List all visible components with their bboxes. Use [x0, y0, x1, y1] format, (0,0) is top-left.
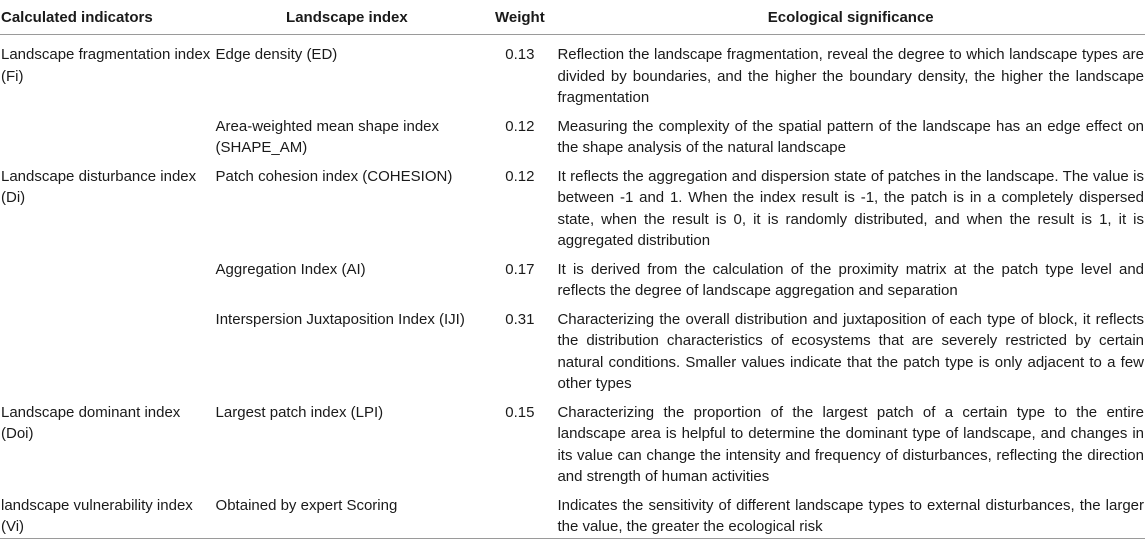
significance-cell: It is derived from the calculation of th…	[557, 260, 1144, 300]
weight-cell: 0.31	[505, 310, 535, 328]
table-header-row: Calculated indicators Landscape index We…	[0, 0, 1145, 35]
table-bottom-rule	[0, 537, 1145, 539]
index-cell: Area-weighted mean shape index (SHAPE_AM…	[215, 117, 440, 157]
significance-cell: Characterizing the overall distribution …	[557, 310, 1144, 393]
weight-cell: 0.12	[505, 167, 535, 185]
weight-cell: 0.17	[505, 260, 535, 278]
indicator-cell	[0, 252, 212, 302]
table-row: Area-weighted mean shape index (SHAPE_AM…	[0, 109, 1145, 159]
index-cell: Obtained by expert Scoring	[215, 496, 398, 514]
weight-cell	[482, 488, 557, 538]
significance-cell: Indicates the sensitivity of different l…	[557, 496, 1144, 536]
header-calculated-indicators: Calculated indicators	[0, 0, 212, 35]
table-row: Landscape fragmentation index (Fi) Edge …	[0, 35, 1145, 109]
header-ecological-significance: Ecological significance	[557, 0, 1145, 35]
indicator-cell	[0, 302, 212, 395]
index-cell: Edge density (ED)	[215, 46, 338, 63]
indicator-cell: Landscape dominant index (Doi)	[1, 403, 181, 443]
indicator-cell	[0, 109, 212, 159]
index-cell: Largest patch index (LPI)	[215, 403, 384, 421]
index-cell: Interspersion Juxtaposition Index (IJI)	[215, 310, 465, 328]
significance-cell: Measuring the complexity of the spatial …	[557, 117, 1144, 157]
table-row: Aggregation Index (AI) 0.17 It is derive…	[0, 252, 1145, 302]
indicator-cell: Landscape disturbance index (Di)	[1, 167, 197, 207]
index-cell: Patch cohesion index (COHESION)	[215, 167, 453, 185]
weight-cell: 0.12	[505, 117, 535, 135]
header-weight: Weight	[482, 0, 558, 35]
table-row: landscape vulnerability index (Vi) Obtai…	[0, 488, 1145, 538]
indicator-cell: landscape vulnerability index (Vi)	[1, 496, 193, 536]
significance-cell: Reflection the landscape fragmentation, …	[557, 46, 1144, 106]
table-row: Interspersion Juxtaposition Index (IJI) …	[0, 302, 1145, 395]
header-landscape-index: Landscape index	[211, 0, 483, 35]
table-row: Landscape disturbance index (Di) Patch c…	[0, 159, 1145, 252]
significance-cell: It reflects the aggregation and dispersi…	[557, 167, 1144, 250]
index-cell: Aggregation Index (AI)	[215, 260, 366, 278]
table-row: Landscape dominant index (Doi) Largest p…	[0, 395, 1145, 488]
significance-cell: Characterizing the proportion of the lar…	[557, 403, 1144, 486]
weight-cell: 0.13	[505, 46, 535, 63]
weight-cell: 0.15	[505, 403, 535, 421]
indicator-cell: Landscape fragmentation index (Fi)	[1, 46, 211, 85]
